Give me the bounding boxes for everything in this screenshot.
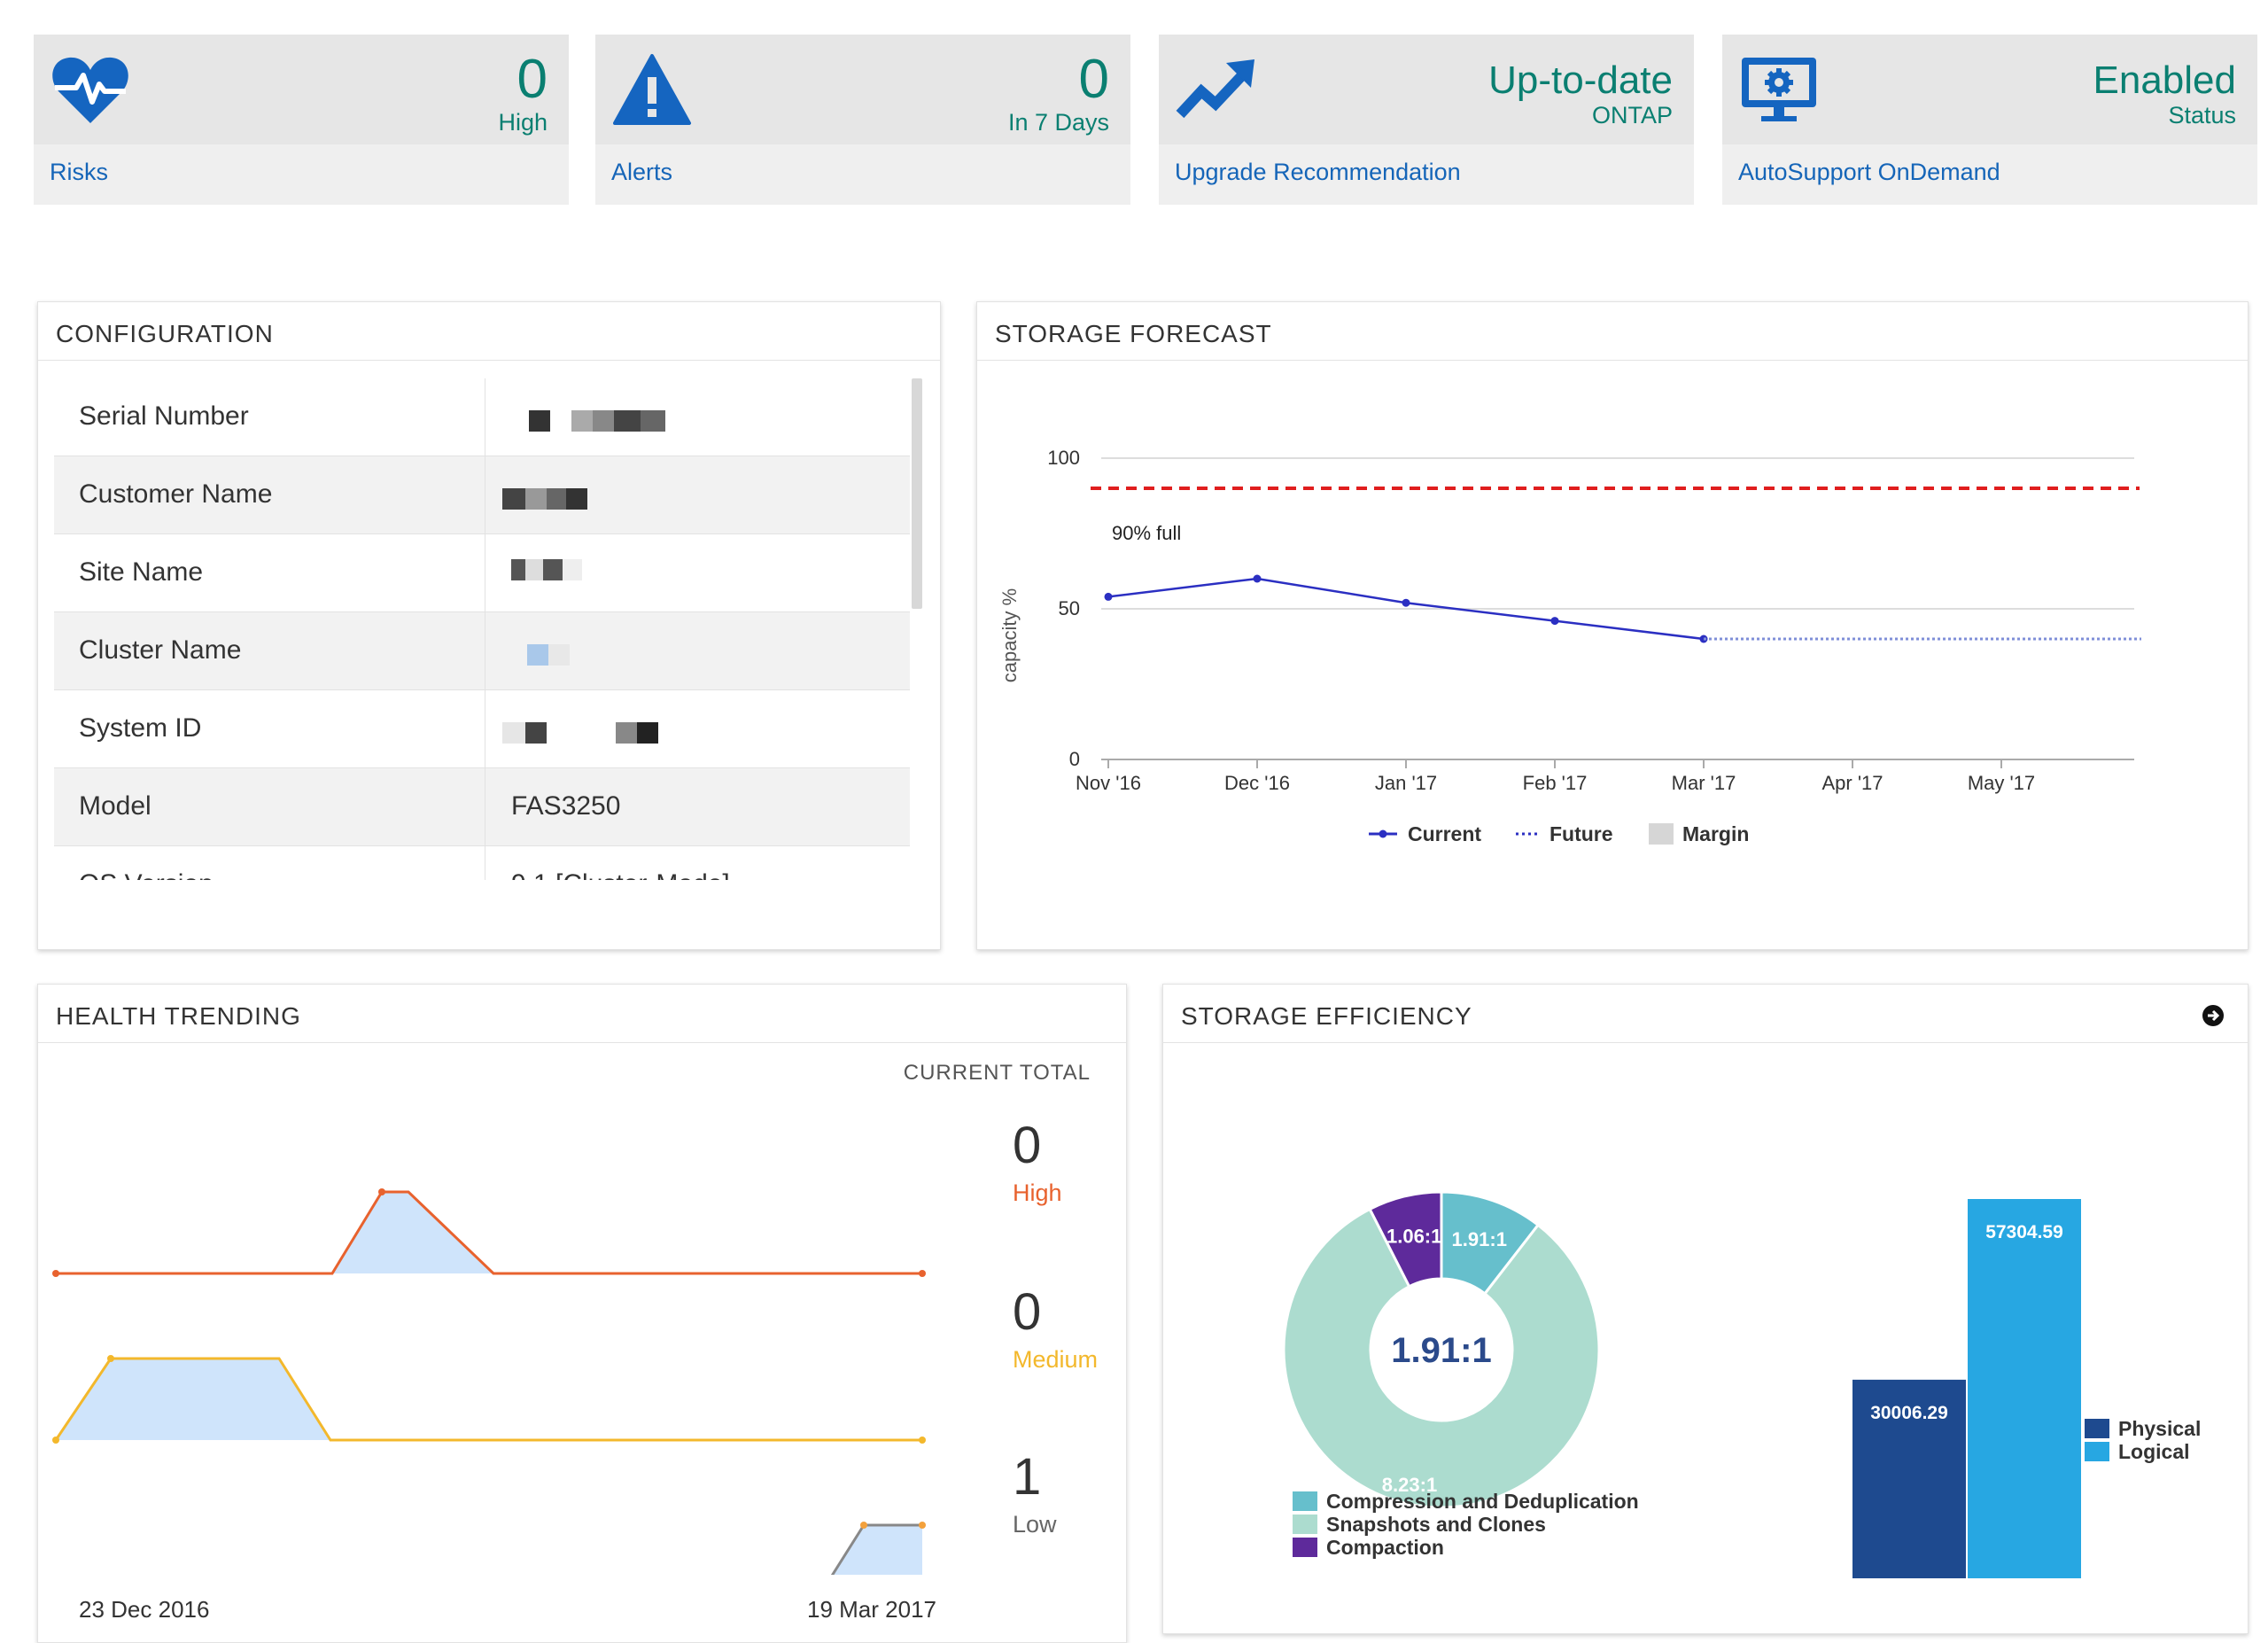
- alerts-count: 0: [1078, 49, 1109, 110]
- model-value: FAS3250: [511, 791, 621, 821]
- storage-efficiency-chart: 1.91:1 8.23:1 1.06:1 1.91:1 30006.29 57304.5…: [1282, 1190, 2201, 1578]
- trend-up-icon: [1176, 59, 1254, 119]
- health-trending-chart: [52, 1188, 926, 1575]
- autosupport-sub: Status: [2168, 102, 2236, 128]
- legend-current-label: Current: [1408, 822, 1481, 845]
- y-tick-label: 100: [1047, 447, 1080, 469]
- pie-slice-label: 1.06:1: [1386, 1226, 1441, 1248]
- bar-legend-item[interactable]: Physical: [2085, 1417, 2201, 1440]
- configuration-title: CONFIGURATION: [38, 302, 940, 361]
- x-tick-label: May '17: [1968, 772, 2035, 794]
- risks-link[interactable]: Risks: [50, 159, 108, 185]
- current-point[interactable]: [1253, 574, 1262, 583]
- pie-slice[interactable]: [1368, 1190, 1443, 1289]
- legend-future-label: Future: [1550, 822, 1613, 845]
- x-tick-label: Dec '16: [1224, 772, 1290, 794]
- autosupport-link[interactable]: AutoSupport OnDemand: [1738, 159, 2000, 185]
- svg-text:Snapshots and Clones: Snapshots and Clones: [1326, 1513, 1546, 1536]
- bar-value-label: 30006.29: [1870, 1403, 1948, 1423]
- medium-trend-series: [52, 1355, 926, 1444]
- table-row: Cluster Name: [54, 612, 910, 690]
- low-trend-series: [830, 1522, 926, 1575]
- pie-slice[interactable]: [1282, 1207, 1601, 1509]
- heartbeat-icon: [52, 57, 128, 123]
- arrow-circle-right-icon[interactable]: [2202, 1004, 2225, 1027]
- high-trend-series: [52, 1188, 926, 1277]
- configuration-scrollbar[interactable]: [912, 378, 922, 609]
- x-tick-label: Apr '17: [1821, 772, 1883, 794]
- current-point[interactable]: [1402, 598, 1410, 607]
- y-tick-label: 50: [1059, 597, 1080, 619]
- storage-forecast-chart: 0 50 100 Nov '16 Dec '16 Jan '17 Feb '17 Mar '…: [998, 447, 2141, 845]
- medium-label: Medium: [1013, 1346, 1099, 1373]
- svg-text:Logical: Logical: [2118, 1440, 2190, 1463]
- upgrade-link[interactable]: Upgrade Recommendation: [1175, 159, 1461, 185]
- bar-value-label: 57304.59: [1985, 1222, 2063, 1242]
- configuration-panel: CONFIGURATION Serial Number Customer Nam…: [37, 301, 941, 950]
- high-label: High: [1013, 1180, 1062, 1206]
- table-row: System ID: [54, 690, 910, 768]
- threshold-label: 90% full: [1112, 522, 1181, 544]
- alerts-link[interactable]: Alerts: [611, 159, 673, 185]
- y-axis-label: capacity %: [998, 588, 1021, 682]
- current-point[interactable]: [1104, 592, 1113, 601]
- svg-text:Physical: Physical: [2118, 1417, 2201, 1440]
- x-tick-label: Nov '16: [1076, 772, 1141, 794]
- pie-slice-label: 8.23:1: [1382, 1474, 1437, 1496]
- warning-icon: [613, 54, 691, 125]
- svg-text:Compaction: Compaction: [1326, 1536, 1444, 1559]
- legend-margin-label: Margin: [1682, 822, 1749, 845]
- low-label: Low: [1013, 1511, 1057, 1538]
- table-row: Model FAS3250: [54, 768, 910, 846]
- efficiency-bar[interactable]: [1852, 1379, 1966, 1578]
- legend-margin[interactable]: Margin: [1649, 822, 1749, 845]
- storage-efficiency-title: STORAGE EFFICIENCY: [1163, 985, 2248, 1043]
- pie-legend-item[interactable]: Compaction: [1293, 1536, 1444, 1559]
- storage-forecast-panel: STORAGE FORECAST 0 50 100 Nov '16 Dec '16 Ja…: [976, 301, 2249, 950]
- current-total-label: CURRENT TOTAL: [903, 1061, 1091, 1085]
- storage-forecast-title: STORAGE FORECAST: [977, 302, 2248, 361]
- table-row: Serial Number: [54, 378, 910, 456]
- autosupport-status: Enabled: [2093, 58, 2236, 102]
- autosupport-tile[interactable]: Enabled Status AutoSupport OnDemand: [1722, 35, 2257, 205]
- efficiency-bar[interactable]: [1968, 1199, 2081, 1578]
- table-row: Customer Name: [54, 456, 910, 534]
- low-count: 1: [1013, 1448, 1042, 1506]
- configuration-table[interactable]: Serial Number Customer Name Site Name: [54, 378, 910, 880]
- alerts-sub: In 7 Days: [1007, 109, 1109, 136]
- table-row: OS Version 9.1 [Cluster-Mode]: [54, 846, 910, 880]
- x-tick-label: Feb '17: [1523, 772, 1588, 794]
- upgrade-status: Up-to-date: [1488, 58, 1673, 102]
- current-point[interactable]: [1550, 617, 1559, 626]
- health-trending-panel: HEALTH TRENDING CURRENT TOTAL 0 High 0 M…: [37, 984, 1127, 1643]
- table-row: Site Name: [54, 534, 910, 612]
- risks-sub: High: [498, 109, 548, 136]
- os-version-value: 9.1 [Cluster-Mode]: [511, 869, 730, 880]
- efficiency-ratio: 1.91:1: [1391, 1331, 1491, 1370]
- pie-legend-item[interactable]: Snapshots and Clones: [1293, 1513, 1546, 1536]
- medium-count: 0: [1013, 1283, 1042, 1341]
- monitor-gear-icon: [1742, 58, 1816, 121]
- upgrade-tile[interactable]: Up-to-date ONTAP Upgrade Recommendation: [1159, 35, 1694, 205]
- x-tick-label: Jan '17: [1375, 772, 1437, 794]
- upgrade-sub: ONTAP: [1591, 102, 1673, 128]
- start-date: 23 Dec 2016: [79, 1596, 210, 1623]
- risks-count: 0: [517, 49, 548, 110]
- bar-legend-item[interactable]: Logical: [2085, 1440, 2190, 1463]
- storage-efficiency-panel: STORAGE EFFICIENCY 1.91:1 8.23:1 1.06:1 1.9…: [1162, 984, 2249, 1634]
- risks-tile[interactable]: 0 High Risks: [34, 35, 569, 205]
- pie-slice-label: 1.91:1: [1452, 1228, 1507, 1250]
- high-count: 0: [1013, 1117, 1042, 1174]
- legend-current[interactable]: Current: [1369, 822, 1481, 845]
- x-tick-label: Mar '17: [1672, 772, 1736, 794]
- legend-future[interactable]: Future: [1516, 822, 1613, 845]
- pie-legend-item[interactable]: Compression and Deduplication: [1293, 1490, 1639, 1513]
- y-tick-label: 0: [1069, 748, 1080, 770]
- alerts-tile[interactable]: 0 In 7 Days Alerts: [595, 35, 1130, 205]
- end-date: 19 Mar 2017: [807, 1596, 936, 1623]
- svg-text:Compression and Deduplication: Compression and Deduplication: [1326, 1490, 1639, 1513]
- health-trending-title: HEALTH TRENDING: [38, 985, 1126, 1043]
